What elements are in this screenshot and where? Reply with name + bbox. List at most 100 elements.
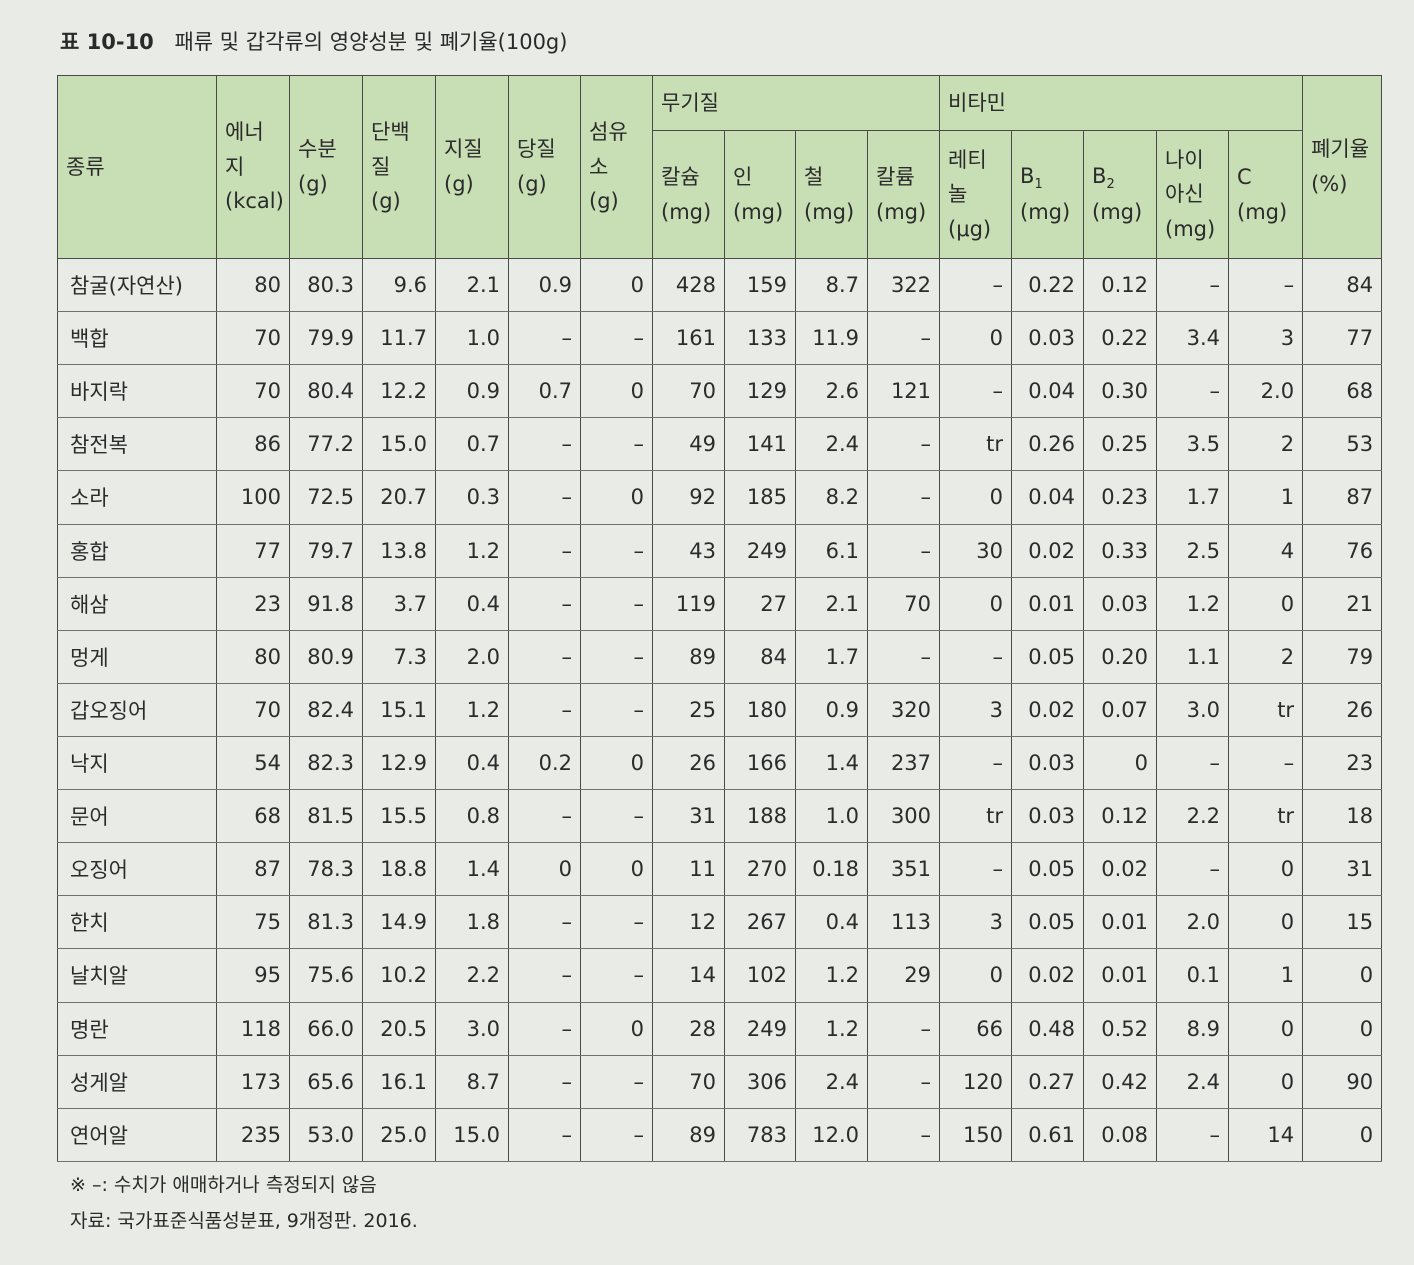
table-cell: 783 — [724, 1107, 796, 1163]
table-cell: – — [866, 629, 941, 684]
row-name-cell: 오징어 — [57, 842, 217, 897]
table-cell: 31 — [652, 789, 725, 844]
table-cell: 2.1 — [795, 576, 868, 631]
table-cell: 1.0 — [795, 789, 868, 844]
table-cell: 0 — [1228, 1054, 1304, 1109]
table-row: 문어 68 81.5 15.5 0.8– –31 188 1.0 300 tr 0.03 0.12 2.… — [57, 789, 1383, 844]
table-cell: 2 — [1228, 417, 1304, 472]
table-cell: 0 — [1083, 735, 1158, 791]
table-cell: 0.9 — [508, 257, 581, 313]
table-cell: 0.05 — [1011, 842, 1085, 897]
row-name-cell: 성게알 — [57, 1054, 217, 1109]
table-cell: 0 — [1228, 576, 1304, 631]
table-cell: 1.8 — [435, 895, 509, 950]
table-cell: – — [508, 629, 581, 684]
table-cell: 27 — [724, 576, 796, 631]
table-cell: 82.4 — [289, 682, 363, 737]
table-caption: 표 10-10 패류 및 갑각류의 영양성분 및 폐기율(100g) — [60, 26, 567, 56]
table-cell: 351 — [866, 842, 941, 897]
table-cell: 12.9 — [362, 735, 436, 791]
table-cell: 14 — [1228, 1107, 1304, 1163]
table-cell: – — [508, 682, 581, 737]
table-cell: – — [580, 948, 653, 1003]
table-cell: 0.03 — [1011, 311, 1085, 366]
table-cell: 3.4 — [1156, 311, 1230, 366]
table-cell: 9.6 — [362, 257, 436, 313]
table-cell: 70 — [652, 364, 725, 419]
table-cell: 3 — [939, 895, 1013, 950]
table-cell: 0.12 — [1083, 257, 1158, 313]
table-cell: 0.52 — [1083, 1001, 1158, 1056]
table-cell: 11 — [652, 842, 725, 897]
table-cell: 0.22 — [1011, 257, 1085, 313]
table-cell: 8.2 — [795, 470, 868, 525]
table-cell: 267 — [724, 895, 796, 950]
table-cell: 65.6 — [289, 1054, 363, 1109]
table-cell: – — [508, 470, 581, 525]
table-cell: – — [1156, 1107, 1230, 1163]
table-cell: 0.23 — [1083, 470, 1158, 525]
table-cell: – — [1228, 735, 1304, 791]
table-cell: 322 — [866, 257, 941, 313]
table-cell: 79 — [1302, 629, 1383, 684]
table-cell: 185 — [724, 470, 796, 525]
row-name-cell: 날치알 — [57, 948, 217, 1003]
table-cell: 1.2 — [1156, 576, 1230, 631]
table-cell: 1.2 — [435, 682, 509, 737]
table-cell: 14.9 — [362, 895, 436, 950]
header-potassium: 칼륨 (mg) — [866, 130, 941, 259]
table-cell: 0 — [1302, 1107, 1383, 1163]
table-cell: 20.5 — [362, 1001, 436, 1056]
table-cell: 89 — [652, 629, 725, 684]
table-row: 연어알 235 53.0 25.0 15.0– –89 783 12.0–150 0.61 0.0… — [57, 1107, 1383, 1163]
table-cell: 77 — [1302, 311, 1383, 366]
table-cell: 70 — [216, 364, 290, 419]
row-name-cell: 한치 — [57, 895, 217, 950]
table-cell: 0.25 — [1083, 417, 1158, 472]
table-cell: 82.3 — [289, 735, 363, 791]
row-name-cell: 바지락 — [57, 364, 217, 419]
table-row: 오징어 87 78.3 18.8 1.4 0 0 11 270 0.18 351–0.05 0.02–… — [57, 842, 1383, 897]
table-cell: 8.9 — [1156, 1001, 1230, 1056]
table-cell: 1 — [1228, 470, 1304, 525]
table-cell: 15.0 — [362, 417, 436, 472]
table-cell: 0.08 — [1083, 1107, 1158, 1163]
table-cell: 270 — [724, 842, 796, 897]
table-cell: 1.4 — [435, 842, 509, 897]
table-cell: 80 — [216, 257, 290, 313]
table-cell: 0.1 — [1156, 948, 1230, 1003]
table-cell: – — [580, 682, 653, 737]
table-cell: 121 — [866, 364, 941, 419]
table-cell: 0.07 — [1083, 682, 1158, 737]
header-vitamin-b1: B1 (mg) — [1011, 130, 1085, 259]
header-energy: 에너지 (kcal) — [216, 75, 290, 259]
table-cell: 21 — [1302, 576, 1383, 631]
table-cell: 1.4 — [795, 735, 868, 791]
table-cell: – — [580, 417, 653, 472]
table-cell: 8.7 — [435, 1054, 509, 1109]
footnote-note: ※ –: 수치가 애매하거나 측정되지 않음 — [70, 1174, 377, 1196]
header-iron: 철 (mg) — [795, 130, 868, 259]
header-water: 수분 (g) — [289, 75, 363, 259]
table-cell: 0.48 — [1011, 1001, 1085, 1056]
table-cell: 159 — [724, 257, 796, 313]
table-cell: 129 — [724, 364, 796, 419]
table-cell: 235 — [216, 1107, 290, 1163]
table-cell: 141 — [724, 417, 796, 472]
table-cell: 2.2 — [1156, 789, 1230, 844]
header-name: 종류 — [57, 75, 217, 259]
header-group-minerals: 무기질 — [651, 75, 941, 131]
table-cell: 0.9 — [795, 682, 868, 737]
table-cell: 15.5 — [362, 789, 436, 844]
table-cell: 13.8 — [362, 523, 436, 578]
table-cell: – — [508, 948, 581, 1003]
table-cell: 26 — [1302, 682, 1383, 737]
table-cell: 14 — [652, 948, 725, 1003]
table-cell: 306 — [724, 1054, 796, 1109]
table-cell: 0.7 — [508, 364, 581, 419]
table-cell: 166 — [724, 735, 796, 791]
table-row: 참굴(자연산) 80 80.3 9.6 2.1 0.9 0 428 159 8.7 322–0.22… — [57, 257, 1383, 313]
table-cell: 4 — [1228, 523, 1304, 578]
table-cell: 0.02 — [1011, 948, 1085, 1003]
table-cell: 79.9 — [289, 311, 363, 366]
